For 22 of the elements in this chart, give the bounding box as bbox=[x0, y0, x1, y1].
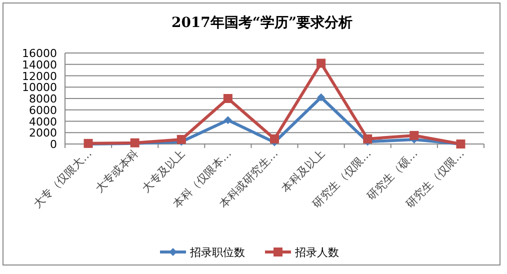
chart-title: 2017年国考“学历”要求分析 bbox=[171, 15, 353, 31]
legend-label: 招录人数 bbox=[294, 246, 339, 259]
point bbox=[363, 134, 372, 144]
point bbox=[317, 93, 326, 102]
legend-label: 招录职位数 bbox=[189, 246, 245, 259]
y-tick-label: 10000 bbox=[22, 81, 57, 94]
point bbox=[270, 134, 279, 144]
x-tick-label: 大专或本科 bbox=[92, 146, 141, 196]
y-tick-label: 6000 bbox=[29, 104, 57, 117]
y-tick-label: 16000 bbox=[22, 47, 57, 60]
y-tick-label: 8000 bbox=[29, 92, 57, 106]
y-tick-label: 14000 bbox=[22, 58, 57, 72]
point bbox=[224, 116, 232, 124]
y-tick-label: 12000 bbox=[22, 70, 57, 83]
legend: 招录人数 bbox=[265, 246, 339, 259]
y-tick-label: 4000 bbox=[29, 115, 57, 128]
point bbox=[410, 130, 419, 140]
point bbox=[316, 58, 326, 68]
point bbox=[176, 134, 186, 144]
legend: 招录职位数 bbox=[160, 246, 245, 259]
point bbox=[223, 94, 232, 103]
y-tick-label: 2000 bbox=[29, 126, 57, 140]
